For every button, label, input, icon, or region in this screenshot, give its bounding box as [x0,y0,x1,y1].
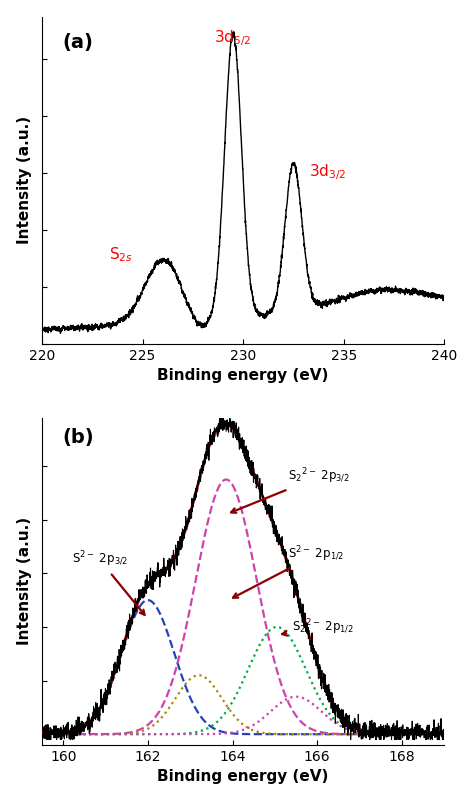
Text: S$^{2-}$ 2p$_{1/2}$: S$^{2-}$ 2p$_{1/2}$ [233,545,344,598]
X-axis label: Binding energy (eV): Binding energy (eV) [157,769,329,784]
Text: (a): (a) [62,33,93,52]
Y-axis label: Intensity (a.u.): Intensity (a.u.) [17,517,32,646]
Text: S$_{2s}$: S$_{2s}$ [109,245,133,264]
Text: S$_2$$^{2-}$ 2p$_{3/2}$: S$_2$$^{2-}$ 2p$_{3/2}$ [231,467,349,513]
Y-axis label: Intensity (a.u.): Intensity (a.u.) [17,116,32,244]
Text: (b): (b) [62,428,94,447]
Text: 3d$_{3/2}$: 3d$_{3/2}$ [310,162,347,182]
Text: 3d$_{5/2}$: 3d$_{5/2}$ [214,28,252,48]
X-axis label: Binding energy (eV): Binding energy (eV) [157,368,329,383]
Text: S$^{2-}$ 2p$_{3/2}$: S$^{2-}$ 2p$_{3/2}$ [72,550,145,615]
Text: S$_2$$^{2-}$ 2p$_{1/2}$: S$_2$$^{2-}$ 2p$_{1/2}$ [282,618,354,637]
